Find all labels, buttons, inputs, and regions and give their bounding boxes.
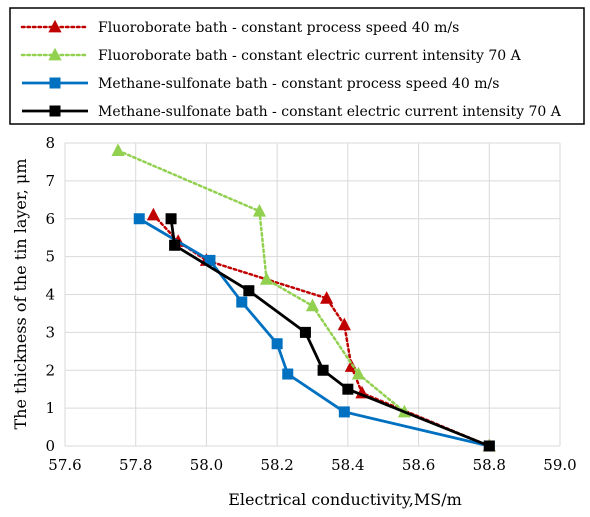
y-tick-label: 7 <box>45 172 55 190</box>
data-point <box>351 366 366 380</box>
legend-frame <box>9 7 585 125</box>
data-point <box>305 298 320 312</box>
x-tick-label: 58.6 <box>402 456 435 474</box>
x-axis-label: Electrical conductivity,MS/m <box>228 490 462 509</box>
legend-marker <box>48 19 62 33</box>
data-point <box>252 203 267 217</box>
legend-label: Fluoroborate bath - constant process spe… <box>98 20 459 36</box>
x-tick-label: 57.8 <box>119 456 152 474</box>
x-tick-label: 57.6 <box>48 456 81 474</box>
data-point <box>169 239 181 251</box>
series-4 <box>165 213 495 452</box>
legend-entry: Fluoroborate bath - constant electric cu… <box>20 47 522 64</box>
y-tick-label: 1 <box>45 399 55 417</box>
data-point <box>342 383 354 395</box>
data-point <box>317 364 329 376</box>
data-point <box>259 272 274 285</box>
data-point <box>299 326 311 338</box>
legend-label: Methane-sulfonate bath - constant proces… <box>98 76 499 92</box>
data-point <box>483 440 495 452</box>
legend-marker <box>48 47 62 61</box>
data-point <box>320 291 334 304</box>
x-tick-label: 59.0 <box>543 456 576 474</box>
plot-area: 57.6 57.8 58.0 58.2 58.4 58.6 58.8 59.0 0 1 2 3 4 5 6 7… <box>45 134 576 474</box>
legend-entry: Methane-sulfonate bath - constant electr… <box>22 104 562 120</box>
x-tick-label: 58.8 <box>473 456 506 474</box>
data-point <box>111 143 125 156</box>
legend-entry: Fluoroborate bath - constant process spe… <box>20 19 459 36</box>
data-point <box>236 296 248 308</box>
legend-label: Methane-sulfonate bath - constant electr… <box>98 104 562 120</box>
data-point <box>146 207 160 221</box>
data-point <box>338 406 350 418</box>
y-axis-label: The thickness of the tin layer, μm <box>11 159 30 430</box>
x-tick-label: 58.0 <box>190 456 223 474</box>
data-point <box>282 368 294 380</box>
y-tick-label: 8 <box>45 134 55 152</box>
series-layer <box>111 143 496 452</box>
legend-marker <box>49 77 61 89</box>
data-point <box>165 213 177 225</box>
x-tick-label: 58.4 <box>331 456 364 474</box>
gridlines <box>64 142 561 447</box>
y-tick-label: 2 <box>45 361 55 379</box>
y-tick-label: 3 <box>45 323 55 341</box>
y-tick-label: 4 <box>45 286 55 304</box>
data-point <box>204 254 216 266</box>
data-point <box>243 285 255 297</box>
x-tick-label: 58.2 <box>260 456 293 474</box>
legend: Fluoroborate bath - constant process spe… <box>9 7 585 125</box>
y-tick-label: 0 <box>45 437 55 455</box>
data-point <box>337 317 351 331</box>
legend-entry: Methane-sulfonate bath - constant proces… <box>22 76 499 92</box>
y-tick-label: 6 <box>45 210 55 228</box>
y-tick-label: 5 <box>45 248 55 266</box>
data-point <box>271 338 283 350</box>
legend-label: Fluoroborate bath - constant electric cu… <box>98 48 522 64</box>
tick-labels: 57.6 57.8 58.0 58.2 58.4 58.6 58.8 59.0 0 1 2 3 4 5 6 7… <box>45 134 576 474</box>
legend-marker <box>49 105 61 117</box>
data-point <box>133 213 145 225</box>
